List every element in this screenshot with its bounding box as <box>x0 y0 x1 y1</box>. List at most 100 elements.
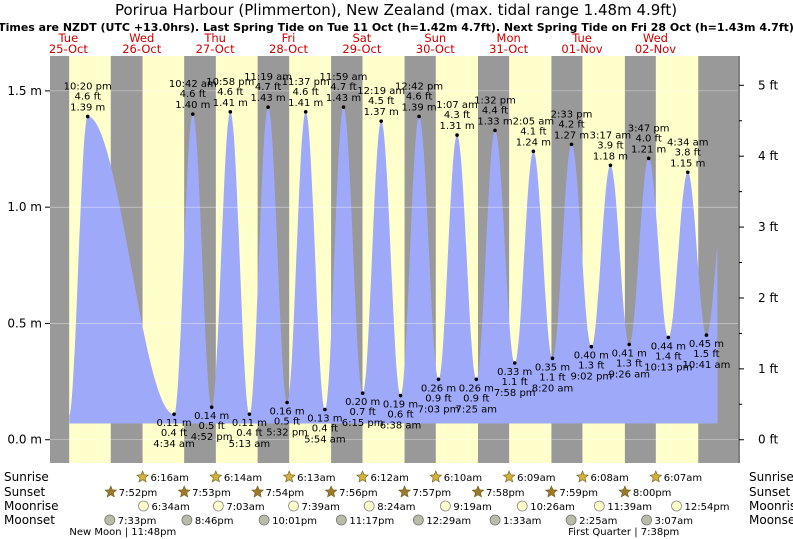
sunrise-icon <box>429 470 443 483</box>
moonset-time: 2:25am <box>579 516 617 527</box>
high-tide-m: 1.37 m <box>364 107 399 118</box>
day-header-date: 28-Oct <box>269 42 308 56</box>
high-tide-time: 4:34 am <box>667 137 709 148</box>
row-label-left-moonrise: Moonrise <box>4 499 59 513</box>
high-tide-point <box>85 114 90 119</box>
high-tide-point <box>569 142 574 147</box>
low-tide-time: 4:34 am <box>153 439 195 450</box>
high-tide-point <box>190 112 195 116</box>
sunrise-icon <box>136 470 150 483</box>
moonrise-icon <box>138 500 149 512</box>
sunset-time: 7:53pm <box>192 488 231 499</box>
moonset-icon <box>181 514 193 526</box>
high-tide-time: 1:07 am <box>436 100 478 111</box>
high-tide-point <box>379 119 384 123</box>
high-tide-time: 11:19 am <box>244 72 292 83</box>
low-tide-ft: 0.7 ft <box>349 407 375 418</box>
day-header-date: 02-Nov <box>635 42 676 56</box>
moonrise-icon <box>288 500 299 512</box>
high-tide-ft: 3.8 ft <box>675 147 701 158</box>
moonrise-time: 6:34am <box>151 502 189 513</box>
high-tide-point <box>266 105 270 109</box>
moonset-icon <box>335 514 347 526</box>
low-tide-time: 4:52 pm <box>191 432 233 443</box>
sunset-time: 8:00pm <box>633 488 672 499</box>
moonrise-time: 12:54pm <box>685 502 730 513</box>
day-header-dow: Wed <box>643 31 668 45</box>
tide-labels: 10:20 pm4.6 ft1.39 m0.11 m0.4 ft4:34 am1… <box>64 72 731 450</box>
moonset-icon <box>104 514 116 526</box>
y-tick-label-left: 0.5 m <box>7 316 42 330</box>
low-tide-ft: 0.4 ft <box>161 428 187 439</box>
low-tide-m: 0.13 m <box>307 414 342 425</box>
high-tide-ft: 4.7 ft <box>330 82 356 93</box>
axes: 0.0 m 0.5 m 1.0 m 1.5 m 0 ft 1 ft 2 ft 3 ft 4 ft… <box>7 56 778 463</box>
day-header-dow: Fri <box>282 31 296 45</box>
moonrise-time: 10:26am <box>530 502 575 513</box>
high-tide-point <box>531 149 536 154</box>
moonrise-time: 7:39am <box>302 502 340 513</box>
low-tide-ft: 0.4 ft <box>312 424 338 435</box>
high-tide-m: 1.39 m <box>401 102 436 113</box>
low-tide-point <box>285 400 289 405</box>
high-tide-ft: 3.9 ft <box>597 140 623 151</box>
high-tide-m: 1.40 m <box>175 100 210 111</box>
low-tide-m: 0.11 m <box>232 418 267 429</box>
moonrise-time: 7:03am <box>226 502 264 513</box>
high-tide-ft: 4.6 ft <box>180 89 206 100</box>
high-tide-m: 1.18 m <box>593 151 628 162</box>
moonset-time: 3:07am <box>655 516 693 527</box>
moonrise-icon <box>593 500 605 512</box>
moonrise-icon <box>440 500 451 512</box>
high-tide-point <box>493 128 497 133</box>
high-tide-ft: 4.6 ft <box>217 87 243 98</box>
high-tide-ft: 4.2 ft <box>558 119 584 130</box>
y-tick-label-right: 4 ft <box>758 149 778 163</box>
low-tide-ft: 1.1 ft <box>502 377 528 388</box>
high-tide-ft: 4.6 ft <box>75 91 101 102</box>
high-tide-time: 10:42 am <box>169 79 217 90</box>
high-tide-ft: 4.3 ft <box>444 110 470 121</box>
row-label-right-moonset: Moonset <box>749 513 793 527</box>
low-tide-time: 5:13 am <box>229 439 271 450</box>
high-tide-m: 1.31 m <box>439 121 474 132</box>
high-tide-time: 12:42 pm <box>395 81 443 92</box>
day-header-dow: Tue <box>58 31 79 45</box>
moonset-time: 11:17pm <box>349 516 394 527</box>
low-tide-m: 0.26 m <box>421 383 456 394</box>
sunset-time: 7:58pm <box>486 488 525 499</box>
sunset-time: 7:56pm <box>339 488 378 499</box>
sunset-icon <box>104 485 118 498</box>
moonset-icon <box>565 514 577 526</box>
high-tide-time: 2:33 pm <box>551 109 593 120</box>
high-tide-ft: 4.7 ft <box>255 82 281 93</box>
y-tick-label-left: 1.5 m <box>7 84 42 98</box>
y-tick-label-right: 5 ft <box>758 78 778 92</box>
day-header-dow: Sat <box>352 31 371 45</box>
day-header-date: 31-Oct <box>489 42 528 56</box>
chart-title: Porirua Harbour (Plimmerton), New Zealan… <box>115 1 677 19</box>
low-tide-time: 7:25 am <box>456 404 498 415</box>
sunrise-time: 6:09am <box>517 473 555 484</box>
y-tick-label-right: 2 ft <box>758 291 778 305</box>
high-tide-time: 2:05 am <box>513 116 555 127</box>
low-tide-point <box>247 412 252 416</box>
y-tick-label-right: 0 ft <box>758 433 778 447</box>
low-tide-ft: 1.3 ft <box>616 358 642 369</box>
high-tide-ft: 4.6 ft <box>293 87 319 98</box>
moonset-icon <box>413 514 424 526</box>
low-tide-m: 0.26 m <box>459 383 494 394</box>
high-tide-point <box>646 156 651 161</box>
high-tide-time: 12:19 am <box>357 86 405 97</box>
plot-area <box>50 56 738 463</box>
high-tide-time: 3:17 am <box>590 130 632 141</box>
sunrise-time: 6:07am <box>664 473 702 484</box>
high-tide-m: 1.43 m <box>326 93 361 104</box>
sunset-icon <box>398 485 412 498</box>
high-tide-ft: 4.0 ft <box>635 133 661 144</box>
chart-subtitle: Times are NZDT (UTC +13.0hrs). Last Spri… <box>0 21 793 34</box>
row-label-right-moonrise: Moonrise <box>749 499 793 513</box>
sunrise-time: 6:08am <box>590 473 628 484</box>
tide-area <box>69 107 718 424</box>
high-tide-point <box>303 110 308 114</box>
